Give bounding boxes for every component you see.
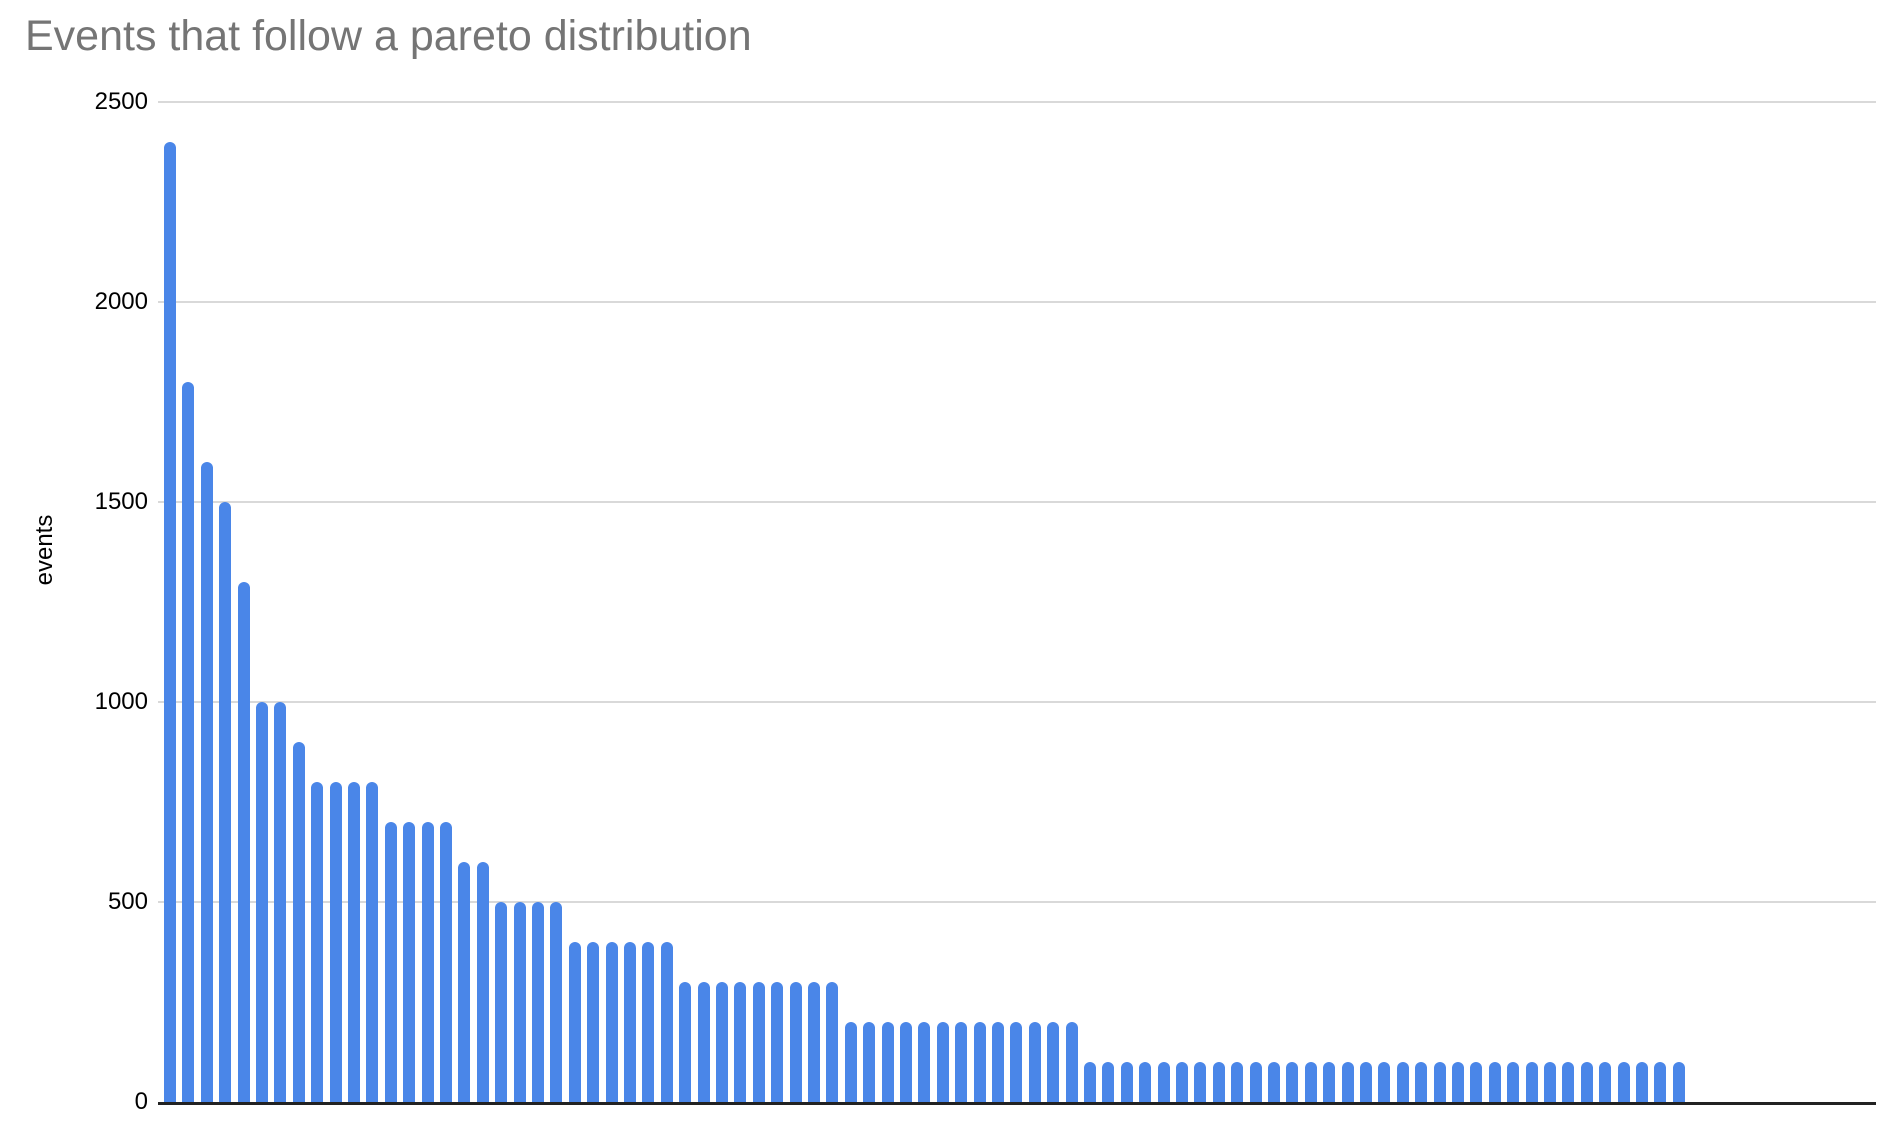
bar (1250, 1062, 1262, 1102)
bar (790, 982, 802, 1102)
bar (1305, 1062, 1317, 1102)
y-axis-tick-label: 2500 (94, 88, 148, 115)
bar (495, 902, 507, 1102)
bar (882, 1022, 894, 1102)
bar (385, 822, 397, 1102)
y-axis-tick-label: 500 (107, 888, 148, 915)
bar (550, 902, 562, 1102)
bar (900, 1022, 912, 1102)
gridline (158, 101, 1876, 103)
bar (698, 982, 710, 1102)
bar (1323, 1062, 1335, 1102)
bar (624, 942, 636, 1102)
bar (293, 742, 305, 1102)
x-axis-line (158, 1102, 1876, 1105)
gridline (158, 701, 1876, 703)
bar (1102, 1062, 1114, 1102)
bar (826, 982, 838, 1102)
bar (477, 862, 489, 1102)
y-axis-tick-label: 1500 (94, 488, 148, 515)
bar (1618, 1062, 1630, 1102)
bar (1268, 1062, 1280, 1102)
bar (1415, 1062, 1427, 1102)
bar (1158, 1062, 1170, 1102)
bar (642, 942, 654, 1102)
bar (753, 982, 765, 1102)
bar (182, 382, 194, 1102)
bar (348, 782, 360, 1102)
bar (863, 1022, 875, 1102)
bar (403, 822, 415, 1102)
bar (606, 942, 618, 1102)
bar (440, 822, 452, 1102)
bar (201, 462, 213, 1102)
bar (569, 942, 581, 1102)
bar (1378, 1062, 1390, 1102)
gridline (158, 501, 1876, 503)
bar (955, 1022, 967, 1102)
bar (845, 1022, 857, 1102)
bar (1047, 1022, 1059, 1102)
bar (1526, 1062, 1538, 1102)
bar (330, 782, 342, 1102)
bar (532, 902, 544, 1102)
bar (992, 1022, 1004, 1102)
bar (1066, 1022, 1078, 1102)
bar (1084, 1062, 1096, 1102)
bar (1654, 1062, 1666, 1102)
bar (1029, 1022, 1041, 1102)
bar (1470, 1062, 1482, 1102)
bar (164, 142, 176, 1102)
bar (1434, 1062, 1446, 1102)
bar (1286, 1062, 1298, 1102)
y-axis-tick-label: 2000 (94, 288, 148, 315)
bar (937, 1022, 949, 1102)
gridline (158, 901, 1876, 903)
bar (1342, 1062, 1354, 1102)
bar (1213, 1062, 1225, 1102)
chart-title: Events that follow a pareto distribution (25, 12, 752, 60)
bar (1397, 1062, 1409, 1102)
bar (587, 942, 599, 1102)
bar (734, 982, 746, 1102)
bar (1599, 1062, 1611, 1102)
bar (1194, 1062, 1206, 1102)
bar (1489, 1062, 1501, 1102)
bar (1010, 1022, 1022, 1102)
bar (1121, 1062, 1133, 1102)
bar (1452, 1062, 1464, 1102)
bar (256, 702, 268, 1102)
bar (771, 982, 783, 1102)
y-axis-tick-label: 0 (134, 1088, 148, 1115)
bar (458, 862, 470, 1102)
bar (1231, 1062, 1243, 1102)
bar (974, 1022, 986, 1102)
bar (514, 902, 526, 1102)
bar (274, 702, 286, 1102)
bar (1673, 1062, 1685, 1102)
bar (1360, 1062, 1372, 1102)
bar (1507, 1062, 1519, 1102)
bar (1581, 1062, 1593, 1102)
bar (311, 782, 323, 1102)
bar (918, 1022, 930, 1102)
bar (238, 582, 250, 1102)
bar (1544, 1062, 1556, 1102)
bar (219, 502, 231, 1102)
bar (1562, 1062, 1574, 1102)
bar (1139, 1062, 1151, 1102)
y-axis-title: events (31, 514, 58, 586)
bar (1636, 1062, 1648, 1102)
bar (679, 982, 691, 1102)
bar (1176, 1062, 1188, 1102)
bar (366, 782, 378, 1102)
y-axis-tick-label: 1000 (94, 688, 148, 715)
gridline (158, 301, 1876, 303)
bar (661, 942, 673, 1102)
bar (422, 822, 434, 1102)
bar (716, 982, 728, 1102)
bar (808, 982, 820, 1102)
